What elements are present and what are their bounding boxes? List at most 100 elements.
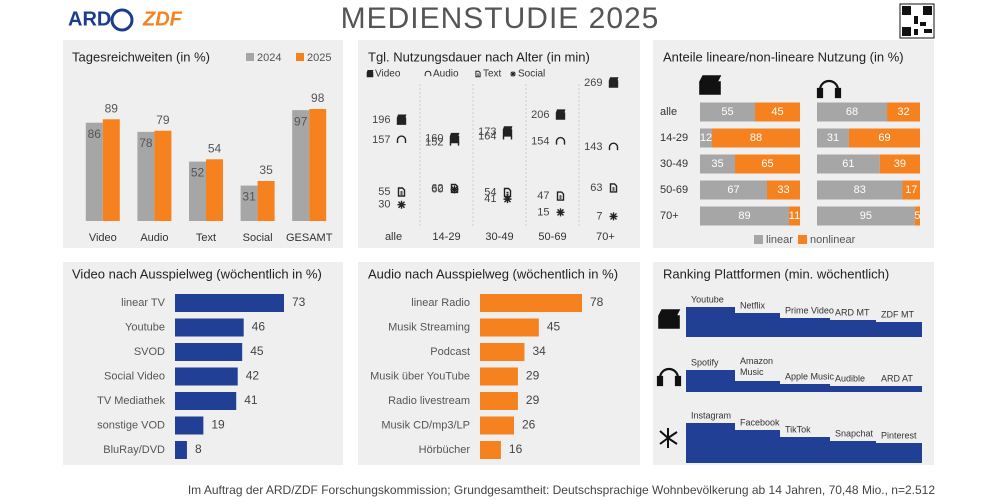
- legend-symbol: [475, 70, 481, 78]
- audio-icon: [816, 79, 842, 99]
- dot-icon: [556, 208, 565, 217]
- bar-segment: [700, 102, 755, 122]
- platform-label: Audible: [835, 373, 865, 383]
- qr-block: [902, 6, 911, 15]
- zdf-logo: ZDF: [142, 8, 183, 30]
- value-label: 68: [846, 106, 858, 118]
- x-tick-label: alle: [385, 231, 402, 243]
- value-label: 7: [596, 210, 602, 222]
- value-label: 17: [905, 184, 917, 196]
- dot-icon: [449, 137, 460, 146]
- legend-symbol: [510, 71, 516, 77]
- bar: [309, 109, 327, 221]
- video-icon: [658, 309, 681, 329]
- bar: [480, 441, 501, 459]
- value-label: 65: [761, 158, 773, 170]
- bar: [240, 185, 258, 221]
- value-label: 143: [584, 141, 602, 153]
- value-label: 31: [242, 190, 256, 204]
- y-tick-label: Podcast: [430, 346, 470, 358]
- value-label: 206: [531, 109, 549, 121]
- bar: [480, 367, 518, 386]
- panel-title: Video nach Ausspielweg (wöchentlich in %…: [72, 266, 322, 281]
- platform-label: Netflix: [740, 300, 766, 310]
- y-tick-label: Social Video: [104, 370, 165, 382]
- y-tick-label: Musik Streaming: [388, 321, 470, 333]
- bar-segment: [767, 180, 800, 200]
- y-tick-label: sonstige VOD: [97, 419, 165, 431]
- value-label: 11: [789, 210, 800, 222]
- value-label: 32: [897, 106, 909, 118]
- value-label: 29: [526, 393, 540, 407]
- bar: [480, 392, 518, 410]
- panel-title: Tgl. Nutzungsdauer nach Alter (in min): [368, 49, 590, 64]
- value-label: 15: [537, 206, 549, 218]
- y-tick-label: alle: [660, 106, 677, 118]
- dot-icon: [503, 187, 512, 198]
- dot-icon: [503, 195, 512, 204]
- bar-segment: [914, 206, 920, 226]
- panel: [358, 40, 640, 248]
- y-tick-label: SVOD: [134, 346, 165, 358]
- legend-label: Social: [518, 69, 545, 80]
- bar-segment: [700, 180, 767, 200]
- dot-icon: [397, 187, 406, 197]
- panel-title: Tagesreichweiten (in %): [72, 49, 210, 64]
- legend-swatch: [798, 235, 807, 244]
- y-tick-label: 14-29: [660, 132, 688, 144]
- platform-label: Snapchat: [835, 428, 874, 438]
- value-label: 86: [88, 127, 102, 141]
- value-label: 45: [771, 106, 783, 118]
- value-label: 63: [590, 182, 602, 194]
- bar-segment: [848, 128, 920, 148]
- panel-title: Ranking Plattformen (min. wöchentlich): [663, 266, 889, 281]
- value-label: 89: [738, 210, 750, 222]
- x-tick-label: 50-69: [538, 231, 566, 243]
- x-tick-label: 70+: [596, 231, 615, 243]
- value-label: 83: [854, 184, 866, 196]
- legend-swatch: [754, 235, 763, 244]
- value-label: 89: [105, 101, 119, 115]
- platform-label: Spotify: [691, 357, 719, 367]
- value-label: 67: [727, 184, 739, 196]
- y-tick-label: Radio livestream: [388, 395, 470, 407]
- ard-logo: ARD: [68, 8, 111, 30]
- bar: [480, 318, 539, 337]
- platform-label: Prime Video: [785, 305, 834, 315]
- ranking-steps: [686, 307, 922, 337]
- legend-label: linear: [766, 234, 793, 246]
- platform-label: Pinterest: [881, 430, 917, 440]
- legend-symbol: [424, 70, 432, 77]
- legend-label: 2025: [307, 52, 331, 64]
- legend-label: 2024: [257, 52, 281, 64]
- bar: [85, 122, 103, 221]
- panel-title: Anteile lineare/non-lineare Nutzung (in …: [663, 49, 904, 64]
- y-tick-label: Musik CD/mp3/LP: [381, 419, 470, 431]
- legend-swatch: [296, 53, 304, 61]
- value-label: 45: [250, 344, 264, 358]
- value-label: 152: [425, 136, 443, 148]
- bar: [175, 441, 187, 459]
- panel: [63, 262, 343, 465]
- bar: [292, 110, 310, 221]
- platform-label: Apple Music: [785, 371, 835, 381]
- bar-segment: [789, 206, 800, 226]
- bar-segment: [755, 102, 800, 122]
- dot-icon: [555, 136, 566, 145]
- value-label: 42: [246, 369, 260, 383]
- y-tick-label: 50-69: [660, 184, 688, 196]
- legend-symbol: [366, 70, 374, 78]
- y-tick-label: linear Radio: [411, 297, 470, 309]
- bar: [175, 367, 238, 386]
- bar-segment: [700, 206, 789, 226]
- bar-segment: [700, 128, 712, 148]
- qr-block: [914, 16, 918, 24]
- platform-label: TikTok: [785, 424, 811, 434]
- value-label: 98: [311, 91, 325, 105]
- video-icon: [699, 75, 722, 95]
- value-label: 154: [531, 135, 549, 147]
- value-label: 35: [259, 163, 273, 177]
- dot-icon: [556, 191, 565, 201]
- value-label: 45: [547, 320, 561, 334]
- value-label: 34: [532, 344, 546, 358]
